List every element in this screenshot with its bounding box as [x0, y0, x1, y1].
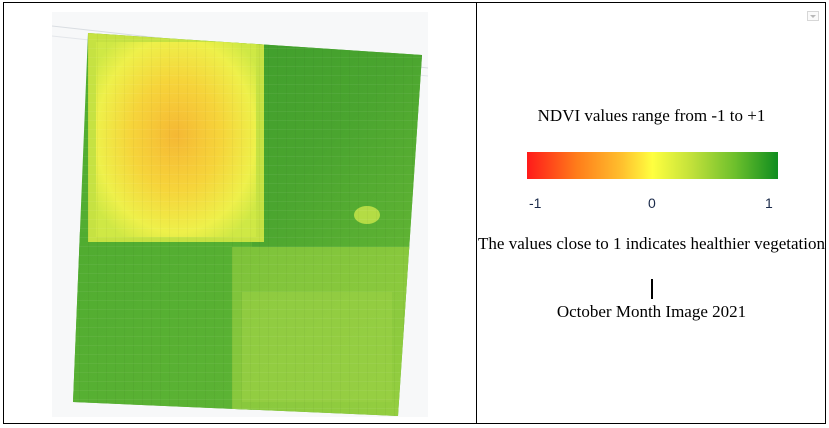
legend-note: The values close to 1 indicates healthie…: [478, 234, 825, 253]
scale-tick-max: 1: [765, 195, 773, 211]
image-caption: October Month Image 2021: [556, 302, 747, 321]
legend-title: NDVI values range from -1 to +1: [537, 106, 766, 125]
connector-line: [651, 279, 653, 299]
scale-tick-mid: 0: [648, 195, 656, 211]
ndvi-map: [52, 12, 428, 417]
ndvi-map-image: [52, 25, 428, 416]
scale-tick-min: -1: [529, 195, 542, 211]
collapse-icon[interactable]: [807, 11, 819, 21]
ndvi-color-scale: [527, 152, 778, 179]
cell-divider: [476, 2, 477, 424]
